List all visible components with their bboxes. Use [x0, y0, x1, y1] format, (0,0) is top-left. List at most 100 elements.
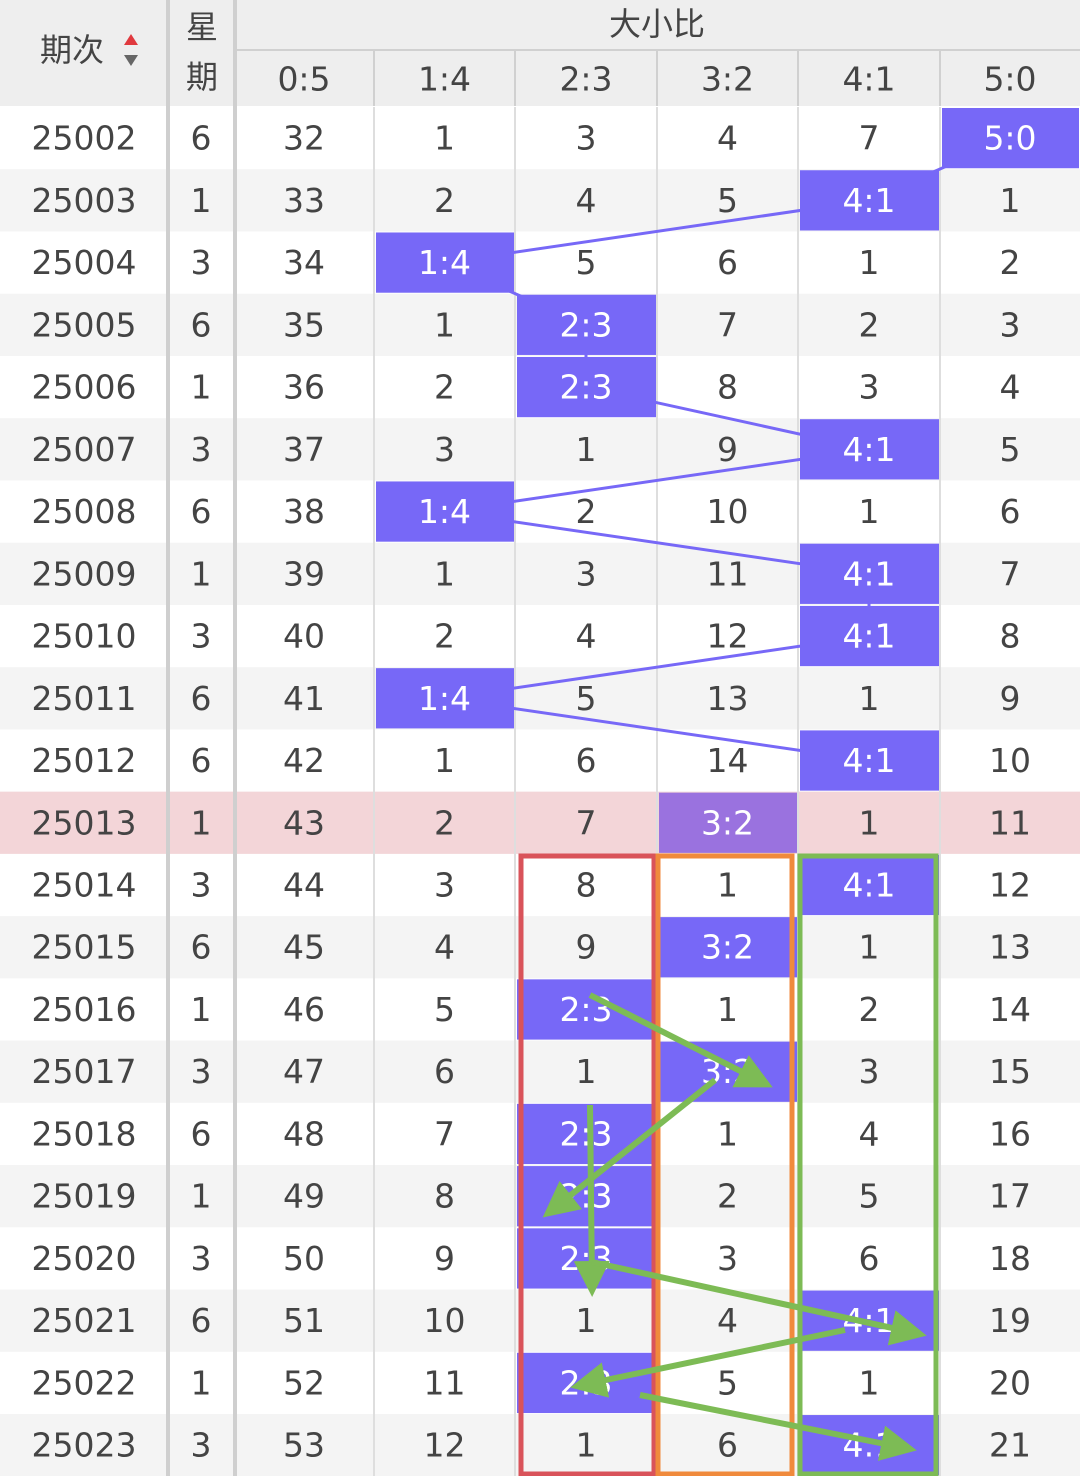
- hit-cell: [659, 792, 797, 853]
- period-cell: 25013: [32, 803, 137, 842]
- weekday-cell: 3: [191, 866, 212, 905]
- miss-count: 51: [283, 1301, 325, 1340]
- trend-line: [444, 696, 870, 763]
- miss-count: 4: [717, 1301, 738, 1340]
- miss-count: 9: [576, 928, 597, 967]
- miss-count: 5: [576, 243, 597, 282]
- period-header[interactable]: 期次: [40, 31, 104, 69]
- weekday-cell: 3: [191, 1426, 212, 1465]
- miss-count: 6: [717, 243, 738, 282]
- miss-count: 44: [283, 866, 325, 905]
- period-cell: 25022: [32, 1363, 137, 1402]
- miss-count: 43: [283, 803, 325, 842]
- period-cell: 25016: [32, 990, 137, 1029]
- miss-count: 16: [989, 1114, 1031, 1153]
- hit-label: 4:1: [842, 617, 895, 656]
- miss-count: 2: [859, 990, 880, 1029]
- hit-label: 3:2: [701, 1052, 754, 1091]
- miss-count: 41: [283, 679, 325, 718]
- miss-count: 32: [283, 119, 325, 158]
- miss-count: 2: [434, 803, 455, 842]
- miss-count: 3: [859, 1052, 880, 1091]
- miss-count: 7: [1000, 554, 1021, 593]
- miss-count: 12: [707, 617, 749, 656]
- period-cell: 25008: [32, 492, 137, 531]
- weekday-cell: 1: [191, 990, 212, 1029]
- miss-count: 14: [707, 741, 749, 780]
- trend-line: [444, 510, 870, 576]
- miss-count: 34: [283, 243, 325, 282]
- weekday-cell: 3: [191, 1052, 212, 1091]
- miss-count: 1: [859, 679, 880, 718]
- miss-count: 17: [989, 1177, 1031, 1216]
- period-cell: 25015: [32, 928, 137, 967]
- hit-label: 4:1: [842, 181, 895, 220]
- weekday-cell: 1: [191, 803, 212, 842]
- miss-count: 45: [283, 928, 325, 967]
- miss-count: 1: [859, 1363, 880, 1402]
- period-cell: 25004: [32, 243, 137, 282]
- miss-count: 1: [717, 866, 738, 905]
- miss-count: 21: [989, 1426, 1031, 1465]
- miss-count: 9: [434, 1239, 455, 1278]
- hit-label: 2:3: [559, 305, 612, 344]
- miss-count: 3: [434, 866, 455, 905]
- miss-count: 1: [434, 119, 455, 158]
- miss-count: 4: [859, 1114, 880, 1153]
- sort-down-icon[interactable]: [124, 55, 138, 66]
- weekday-cell: 6: [191, 679, 212, 718]
- miss-count: 2: [434, 617, 455, 656]
- miss-count: 5: [859, 1177, 880, 1216]
- hit-label: 4:1: [842, 866, 895, 905]
- hit-cell: [800, 419, 939, 480]
- period-cell: 25003: [32, 181, 137, 220]
- miss-count: 52: [283, 1363, 325, 1402]
- trend-line: [444, 198, 870, 265]
- sort-up-icon[interactable]: [124, 34, 138, 45]
- hit-label: 4:1: [842, 430, 895, 469]
- miss-count: 37: [283, 430, 325, 469]
- weekday-cell: 6: [191, 928, 212, 967]
- row-bg: [0, 1040, 1080, 1104]
- period-cell: 25005: [32, 305, 137, 344]
- miss-count: 42: [283, 741, 325, 780]
- period-cell: 25011: [32, 679, 137, 718]
- hit-label: 4:1: [842, 554, 895, 593]
- miss-count: 8: [434, 1177, 455, 1216]
- miss-count: 4: [576, 617, 597, 656]
- miss-count: 14: [989, 990, 1031, 1029]
- miss-count: 7: [717, 305, 738, 344]
- hit-label: 2:3: [559, 1363, 612, 1402]
- row-bg: [0, 791, 1080, 855]
- miss-count: 33: [283, 181, 325, 220]
- period-cell: 25019: [32, 1177, 137, 1216]
- miss-count: 11: [707, 554, 749, 593]
- miss-count: 20: [989, 1363, 1031, 1402]
- miss-count: 10: [989, 741, 1031, 780]
- group-header: 大小比: [609, 5, 705, 43]
- hit-label: 4:1: [842, 1426, 895, 1465]
- column-header: 1:4: [418, 60, 471, 99]
- weekday-cell: 3: [191, 243, 212, 282]
- miss-count: 4: [1000, 368, 1021, 407]
- hit-label: 3:2: [701, 928, 754, 967]
- miss-count: 13: [707, 679, 749, 718]
- column-header: 0:5: [277, 60, 330, 99]
- miss-count: 3: [576, 554, 597, 593]
- header-bg: [0, 0, 1080, 106]
- miss-count: 1: [434, 305, 455, 344]
- weekday-cell: 3: [191, 617, 212, 656]
- miss-count: 4: [434, 928, 455, 967]
- period-cell: 25020: [32, 1239, 137, 1278]
- miss-count: 1: [859, 928, 880, 967]
- miss-count: 7: [859, 119, 880, 158]
- trend-line: [444, 447, 870, 514]
- hit-cell: [800, 170, 939, 231]
- miss-count: 50: [283, 1239, 325, 1278]
- column-header: 5:0: [983, 60, 1036, 99]
- period-cell: 25017: [32, 1052, 137, 1091]
- miss-count: 2: [434, 368, 455, 407]
- miss-count: 3: [576, 119, 597, 158]
- hit-label: 4:1: [842, 1301, 895, 1340]
- miss-count: 1: [1000, 181, 1021, 220]
